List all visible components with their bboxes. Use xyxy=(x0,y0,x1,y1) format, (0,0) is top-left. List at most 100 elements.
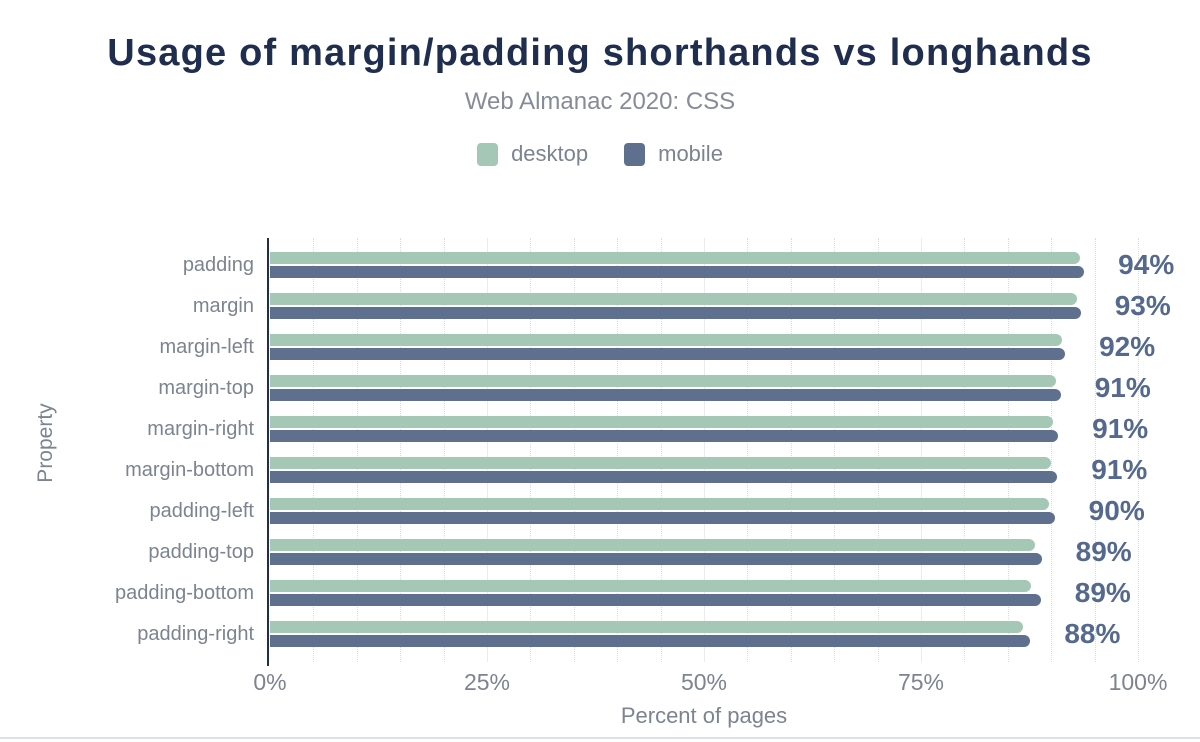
value-label: 91% xyxy=(1094,372,1151,403)
category-label: padding xyxy=(182,253,254,276)
desktop-bar xyxy=(270,375,1057,387)
bar-track: 90% xyxy=(270,484,1145,525)
category-label: margin-bottom xyxy=(125,458,254,481)
chart-title: Usage of margin/padding shorthands vs lo… xyxy=(107,32,1093,74)
bar-track: 93% xyxy=(270,279,1171,320)
x-axis-ticks: 0% 25% 50% 75% 100% xyxy=(253,669,1167,695)
category-label: margin-right xyxy=(147,417,254,440)
gridline-5 xyxy=(313,238,315,662)
y-axis-line xyxy=(267,238,269,666)
gridline-95 xyxy=(1094,238,1096,662)
bar-track: 91% xyxy=(270,402,1148,443)
plot-gridlines xyxy=(270,238,1139,662)
mobile-bar xyxy=(270,348,1066,360)
value-label: 88% xyxy=(1064,618,1121,649)
category-label: padding-right xyxy=(137,622,254,645)
gridline-50 xyxy=(704,238,705,662)
category-label: margin-top xyxy=(158,376,254,399)
gridline-65 xyxy=(834,238,836,662)
desktop-bar xyxy=(270,539,1035,551)
x-tick-25: 25% xyxy=(463,669,511,695)
desktop-bar xyxy=(270,293,1078,305)
bar-track: 89% xyxy=(270,525,1138,566)
category-label: margin xyxy=(192,294,254,317)
bottom-divider xyxy=(0,737,1200,739)
gridline-60 xyxy=(790,238,792,662)
value-label: 94% xyxy=(1118,249,1175,280)
bar-row-margin-right: margin-right 91% xyxy=(0,402,1200,443)
mobile-bar xyxy=(270,512,1055,524)
gridline-100 xyxy=(1138,238,1139,662)
bar-row-padding-right: padding-right 88% xyxy=(0,607,1200,648)
value-label: 93% xyxy=(1114,290,1171,321)
bar-track: 91% xyxy=(270,443,1147,484)
category-label: padding-bottom xyxy=(115,581,254,604)
legend-item-desktop: desktop xyxy=(477,141,588,167)
desktop-bar xyxy=(270,457,1052,469)
mobile-swatch-icon xyxy=(624,142,646,166)
bar-track: 89% xyxy=(270,566,1138,607)
gridline-40 xyxy=(617,238,619,662)
gridline-80 xyxy=(964,238,966,662)
x-tick-50: 50% xyxy=(680,669,728,695)
bar-row-margin-left: margin-left 92% xyxy=(0,320,1200,361)
chart-subtitle: Web Almanac 2020: CSS xyxy=(464,88,736,115)
desktop-bar xyxy=(270,498,1050,510)
mobile-bar xyxy=(270,389,1061,401)
category-label: padding-top xyxy=(148,540,254,563)
bar-rows: padding 94% margin 93% margin-left 92% margin-… xyxy=(0,238,1200,648)
bar-row-margin: margin 93% xyxy=(0,279,1200,320)
bar-track: 92% xyxy=(270,320,1155,361)
mobile-bar xyxy=(270,471,1058,483)
gridline-35 xyxy=(573,238,575,662)
gridline-45 xyxy=(660,238,662,662)
gridline-90 xyxy=(1051,238,1053,662)
category-label: padding-left xyxy=(149,499,254,522)
x-tick-0: 0% xyxy=(253,669,287,695)
legend-item-mobile: mobile xyxy=(624,141,723,167)
value-label: 90% xyxy=(1088,495,1145,526)
y-axis-label: Property xyxy=(34,403,57,483)
mobile-bar xyxy=(270,430,1059,442)
gridline-70 xyxy=(877,238,879,662)
bar-row-margin-bottom: margin-bottom 91% xyxy=(0,443,1200,484)
value-label: 89% xyxy=(1074,577,1131,608)
category-label: margin-left xyxy=(159,335,254,358)
bar-track: 91% xyxy=(270,361,1151,402)
desktop-bar xyxy=(270,334,1062,346)
mobile-bar xyxy=(270,594,1041,606)
gridline-10 xyxy=(356,238,358,662)
legend-label-mobile: mobile xyxy=(658,141,723,166)
bar-row-padding-top: padding-top 89% xyxy=(0,525,1200,566)
gridline-15 xyxy=(400,238,402,662)
gridline-20 xyxy=(443,238,445,662)
value-label: 91% xyxy=(1091,454,1148,485)
value-label: 91% xyxy=(1092,413,1149,444)
desktop-bar xyxy=(270,252,1080,264)
mobile-bar xyxy=(270,635,1031,647)
gridline-30 xyxy=(530,238,532,662)
mobile-bar xyxy=(270,307,1081,319)
value-label: 89% xyxy=(1075,536,1132,567)
value-label: 92% xyxy=(1099,331,1156,362)
gridline-85 xyxy=(1007,238,1009,662)
bar-row-padding-left: padding-left 90% xyxy=(0,484,1200,525)
bar-row-padding-bottom: padding-bottom 89% xyxy=(0,566,1200,607)
bar-track: 94% xyxy=(270,238,1174,279)
desktop-bar xyxy=(270,580,1032,592)
legend: desktop mobile xyxy=(0,141,1200,167)
bar-row-padding: padding 94% xyxy=(0,238,1200,279)
desktop-bar xyxy=(270,621,1024,633)
gridline-75 xyxy=(921,238,922,662)
x-tick-75: 75% xyxy=(897,669,945,695)
mobile-bar xyxy=(270,553,1042,565)
desktop-bar xyxy=(270,416,1053,428)
x-tick-100: 100% xyxy=(1108,669,1168,695)
mobile-bar xyxy=(270,266,1085,278)
desktop-swatch-icon xyxy=(477,142,499,166)
gridline-55 xyxy=(747,238,749,662)
bar-row-margin-top: margin-top 91% xyxy=(0,361,1200,402)
x-axis-label: Percent of pages xyxy=(620,703,788,728)
bar-track: 88% xyxy=(270,607,1138,648)
